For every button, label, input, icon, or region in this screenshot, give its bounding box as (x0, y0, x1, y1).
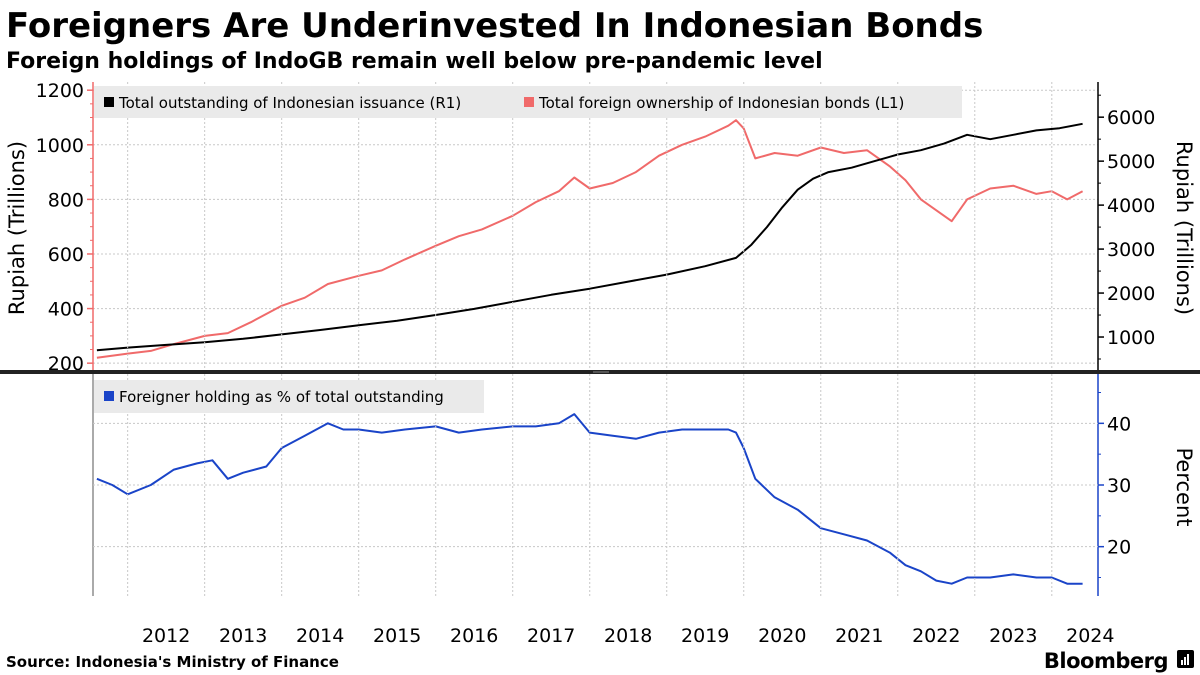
legend-swatch-foreign (524, 97, 534, 107)
y-tick-label-right: 6000 (1107, 107, 1155, 129)
chart-title: Foreigners Are Underinvested In Indonesi… (6, 6, 983, 46)
y-tick-label-left: 200 (48, 353, 84, 375)
y-tick-label-left: 400 (48, 299, 84, 321)
y-tick-label-left: 1000 (36, 135, 84, 157)
y-tick-label-percent: 30 (1107, 475, 1131, 497)
x-tick-label: 2015 (373, 625, 421, 647)
series-line-foreign-percent (96, 413, 1083, 585)
y-axis-label-right: Rupiah (Trillions) (1172, 141, 1196, 315)
bloomberg-logo: Bloomberg (1044, 649, 1168, 673)
y-tick-label-right: 1000 (1107, 327, 1155, 349)
y-tick-label-percent: 40 (1107, 413, 1131, 435)
x-tick-label: 2022 (912, 625, 960, 647)
legend-bottom: Foreigner holding as % of total outstand… (94, 380, 484, 413)
x-tick-label: 2020 (758, 625, 806, 647)
legend-label-percent: Foreigner holding as % of total outstand… (119, 388, 444, 406)
x-tick-label: 2019 (681, 625, 729, 647)
y-tick-label-right: 4000 (1107, 195, 1155, 217)
x-tick-label: 2017 (527, 625, 575, 647)
legend-label-issuance: Total outstanding of Indonesian issuance… (118, 94, 461, 112)
x-tick-label: 2018 (604, 625, 652, 647)
legend-swatch-issuance (104, 97, 114, 107)
y-axis-label-percent: Percent (1172, 447, 1196, 526)
x-tick-label: 2013 (219, 625, 267, 647)
chart-subtitle: Foreign holdings of IndoGB remain well b… (6, 49, 823, 74)
y-tick-label-left: 600 (48, 244, 84, 266)
y-tick-label-left: 800 (48, 189, 84, 211)
legend-label-foreign: Total foreign ownership of Indonesian bo… (538, 94, 904, 112)
top-panel: 200 400 600 800 1000 1200 1000 2000 3000 4000 5000… (36, 80, 1156, 375)
legend-top: Total outstanding of Indonesian issuance… (94, 86, 962, 118)
y-tick-label-right: 2000 (1107, 283, 1155, 305)
legend-swatch-percent (104, 391, 114, 401)
x-tick-label: 2016 (450, 625, 498, 647)
y-axis-label-left: Rupiah (Trillions) (5, 141, 29, 315)
series-line-foreign-ownership (96, 119, 1084, 359)
y-tick-label-percent: 20 (1107, 537, 1131, 559)
x-tick-label: 2024 (1066, 625, 1114, 647)
x-axis: 2012 2013 2014 2015 2016 2017 2018 2019 2020 2021… (127, 82, 1114, 647)
y-tick-label-left: 1200 (36, 80, 84, 102)
legend-bottom-bg (94, 380, 484, 413)
source-note: Source: Indonesia's Ministry of Finance (6, 653, 339, 671)
y-tick-label-right: 3000 (1107, 239, 1155, 261)
x-tick-label: 2021 (835, 625, 883, 647)
bottom-panel: 20 30 40 (92, 374, 1131, 596)
x-tick-label: 2014 (296, 625, 344, 647)
bloomberg-terminal-icon (1177, 650, 1194, 668)
x-tick-label: 2023 (989, 625, 1037, 647)
x-tick-label: 2012 (142, 625, 190, 647)
series-line-total-issuance (96, 122, 1083, 352)
y-tick-label-right: 5000 (1107, 151, 1155, 173)
